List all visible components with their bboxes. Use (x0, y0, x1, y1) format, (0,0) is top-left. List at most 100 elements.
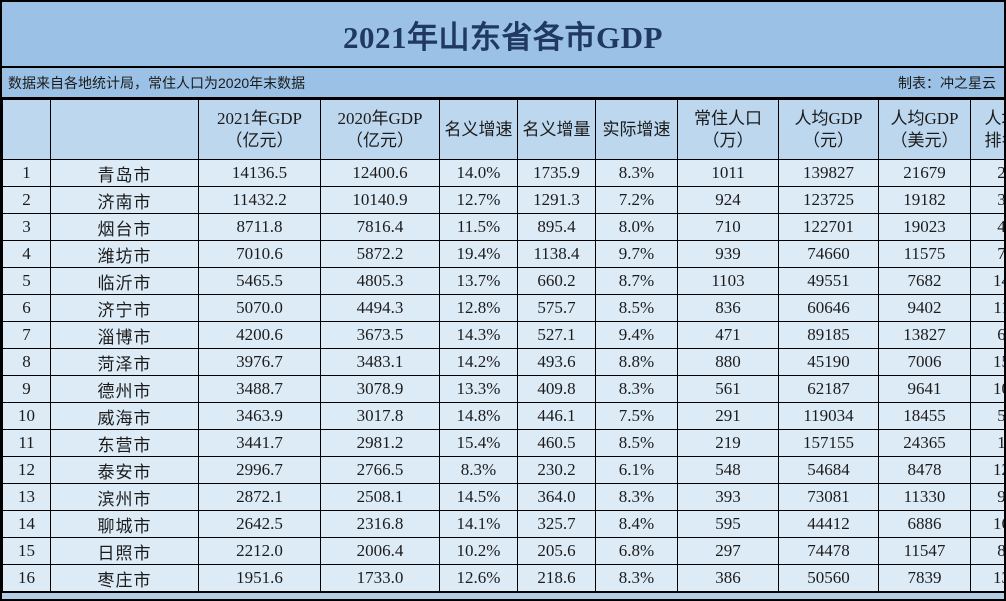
cell-per-capita-usd: 8478 (878, 456, 971, 484)
cell-city: 济南市 (50, 186, 199, 214)
cell-nominal-increment: 230.2 (517, 456, 596, 484)
cell-per-capita-cny: 60646 (778, 294, 879, 322)
cell-nominal-increment: 325.7 (517, 510, 596, 538)
cell-per-capita-rank: 2 (970, 159, 1004, 187)
cell-nominal-growth: 12.8% (439, 294, 518, 322)
cell-gdp2020: 3017.8 (320, 402, 440, 430)
cell-gdp2020: 7816.4 (320, 213, 440, 241)
cell-per-capita-usd: 18455 (878, 402, 971, 430)
table-body: 1 青岛市 14136.5 12400.6 14.0% 1735.9 8.3% 1011 139… (2, 159, 1004, 592)
cell-per-capita-usd: 7006 (878, 348, 971, 376)
table-row: 12 泰安市 2996.7 2766.5 8.3% 230.2 6.1% 548 54684 84… (2, 456, 1004, 484)
cell-nominal-growth: 14.3% (439, 321, 518, 349)
cell-gdp2021: 14136.5 (198, 159, 321, 187)
cell-city: 东营市 (50, 429, 199, 457)
cell-real-growth: 8.0% (595, 213, 678, 241)
table-row: 9 德州市 3488.7 3078.9 13.3% 409.8 8.3% 561 62187 96… (2, 375, 1004, 403)
cell-population: 548 (677, 456, 779, 484)
cell-rank: 13 (2, 483, 51, 511)
cell-per-capita-usd: 6886 (878, 510, 971, 538)
column-header-gdp2021: 2021年GDP （亿元） (198, 99, 321, 160)
cell-real-growth: 8.3% (595, 564, 678, 592)
cell-nominal-increment: 1735.9 (517, 159, 596, 187)
cell-rank: 16 (2, 564, 51, 592)
cell-per-capita-usd: 21679 (878, 159, 971, 187)
cell-gdp2020: 2981.2 (320, 429, 440, 457)
cell-real-growth: 7.5% (595, 402, 678, 430)
cell-rank: 4 (2, 240, 51, 268)
footer-summary: 山东省：83095.9亿元 地市合计：83073.1亿元 溢出率0% (2, 592, 1004, 600)
column-header-nominal-increment: 名义增量 (517, 99, 596, 160)
cell-rank: 2 (2, 186, 51, 214)
cell-population: 836 (677, 294, 779, 322)
cell-per-capita-rank: 4 (970, 213, 1004, 241)
cell-real-growth: 8.7% (595, 267, 678, 295)
cell-nominal-growth: 11.5% (439, 213, 518, 241)
cell-city: 枣庄市 (50, 564, 199, 592)
cell-per-capita-cny: 73081 (778, 483, 879, 511)
cell-per-capita-cny: 44412 (778, 510, 879, 538)
cell-gdp2021: 3488.7 (198, 375, 321, 403)
cell-rank: 11 (2, 429, 51, 457)
cell-per-capita-usd: 9402 (878, 294, 971, 322)
cell-nominal-growth: 10.2% (439, 537, 518, 565)
cell-nominal-increment: 1291.3 (517, 186, 596, 214)
cell-per-capita-rank: 16 (970, 510, 1004, 538)
cell-per-capita-rank: 1 (970, 429, 1004, 457)
cell-rank: 9 (2, 375, 51, 403)
table-row: 11 东营市 3441.7 2981.2 15.4% 460.5 8.5% 219 157155… (2, 429, 1004, 457)
cell-per-capita-cny: 50560 (778, 564, 879, 592)
author-credit: 制表：冲之星云 (898, 74, 996, 91)
cell-gdp2020: 12400.6 (320, 159, 440, 187)
column-header-per-capita-usd: 人均GDP （美元） (878, 99, 971, 160)
page-title: 2021年山东省各市GDP (343, 19, 663, 55)
cell-nominal-increment: 493.6 (517, 348, 596, 376)
cell-per-capita-usd: 11330 (878, 483, 971, 511)
cell-per-capita-cny: 74478 (778, 537, 879, 565)
cell-real-growth: 7.2% (595, 186, 678, 214)
cell-nominal-increment: 527.1 (517, 321, 596, 349)
cell-rank: 14 (2, 510, 51, 538)
cell-per-capita-cny: 139827 (778, 159, 879, 187)
cell-per-capita-cny: 89185 (778, 321, 879, 349)
cell-per-capita-rank: 14 (970, 267, 1004, 295)
cell-gdp2020: 5872.2 (320, 240, 440, 268)
cell-per-capita-cny: 45190 (778, 348, 879, 376)
cell-per-capita-cny: 122701 (778, 213, 879, 241)
cell-population: 1011 (677, 159, 779, 187)
column-header-city (50, 99, 199, 160)
cities-total: 地市合计：83073.1亿元 (199, 595, 373, 600)
cell-population: 924 (677, 186, 779, 214)
cell-per-capita-cny: 119034 (778, 402, 879, 430)
cell-city: 聊城市 (50, 510, 199, 538)
cell-gdp2021: 3976.7 (198, 348, 321, 376)
cell-gdp2020: 3673.5 (320, 321, 440, 349)
cell-per-capita-usd: 11575 (878, 240, 971, 268)
cell-rank: 8 (2, 348, 51, 376)
cell-population: 561 (677, 375, 779, 403)
cell-nominal-increment: 409.8 (517, 375, 596, 403)
cell-nominal-growth: 13.3% (439, 375, 518, 403)
cell-gdp2021: 2996.7 (198, 456, 321, 484)
cell-gdp2020: 3078.9 (320, 375, 440, 403)
cell-city: 德州市 (50, 375, 199, 403)
cell-real-growth: 9.4% (595, 321, 678, 349)
cell-gdp2021: 1951.6 (198, 564, 321, 592)
cell-population: 939 (677, 240, 779, 268)
cell-per-capita-usd: 11547 (878, 537, 971, 565)
cell-city: 威海市 (50, 402, 199, 430)
gdp-table: 2021年GDP （亿元） 2020年GDP （亿元） 名义增速 名义增量 实际… (2, 99, 1004, 592)
cell-per-capita-cny: 49551 (778, 267, 879, 295)
cell-gdp2021: 8711.8 (198, 213, 321, 241)
cell-city: 青岛市 (50, 159, 199, 187)
cell-per-capita-usd: 9641 (878, 375, 971, 403)
cell-nominal-increment: 460.5 (517, 429, 596, 457)
cell-per-capita-usd: 7839 (878, 564, 971, 592)
cell-population: 880 (677, 348, 779, 376)
cell-per-capita-rank: 10 (970, 375, 1004, 403)
table-row: 4 潍坊市 7010.6 5872.2 19.4% 1138.4 9.7% 939 74660 1… (2, 240, 1004, 268)
cell-population: 710 (677, 213, 779, 241)
cell-gdp2021: 11432.2 (198, 186, 321, 214)
cell-city: 潍坊市 (50, 240, 199, 268)
